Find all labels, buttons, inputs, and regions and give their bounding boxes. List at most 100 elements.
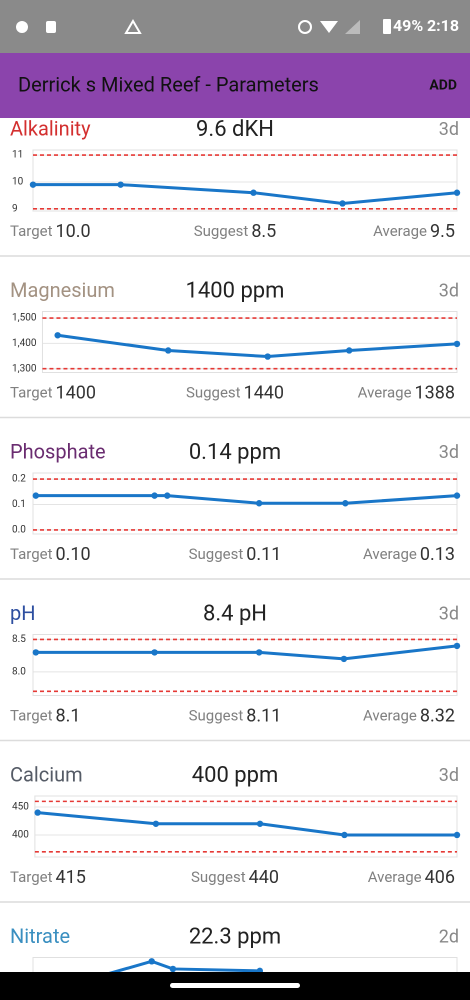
stat-value: 9.5 <box>430 221 455 242</box>
parameter-card[interactable]: Magnesium 1400 ppm 3d 1,300 1,400 1,500 Target… <box>0 278 470 419</box>
stat: Suggest 8.11 <box>189 705 282 726</box>
stat-label: Suggest <box>191 868 246 886</box>
data-point <box>339 200 346 207</box>
parameter-card[interactable]: pH 8.4 pH 3d 8.0 8.5 Target 8.1 Suggest 8.11 Aver… <box>0 601 470 742</box>
stat-label: Suggest <box>186 383 241 401</box>
data-point <box>256 820 264 827</box>
period: 3d <box>439 442 459 463</box>
stat: Target 1400 <box>10 382 96 403</box>
clock: 2:18 <box>427 16 459 35</box>
stat-label: Target <box>10 706 53 724</box>
signal-icon <box>345 20 360 34</box>
data-point <box>151 492 158 499</box>
stat: Target 8.1 <box>10 705 81 726</box>
y-tick-label: 8.0 <box>12 667 26 678</box>
trend-line <box>33 183 458 205</box>
plot-frame <box>32 634 458 696</box>
data-point <box>148 958 155 965</box>
period: 3d <box>439 603 459 624</box>
parameter-name: Phosphate <box>10 439 106 463</box>
stat-value: 0.10 <box>56 544 91 565</box>
stat: Target 0.10 <box>10 544 91 565</box>
trend-line <box>35 644 458 661</box>
parameter-card[interactable]: Nitrate 22.3 ppm 2d <box>10 924 459 1000</box>
parameter-name: Alkalinity <box>10 116 91 140</box>
parameter-card[interactable]: Alkalinity 9.6 dKH 3d 9 10 11 Target 10.0 Sugges… <box>0 116 470 257</box>
y-tick-label: 9 <box>12 203 18 214</box>
period: 3d <box>439 765 459 786</box>
stat-value: 1388 <box>415 382 455 403</box>
data-point <box>250 189 257 196</box>
data-point <box>34 809 41 816</box>
parameter-reading: 9.6 dKH <box>196 117 274 142</box>
stat-value: 1400 <box>56 382 96 403</box>
parameter-card[interactable]: Calcium 400 ppm 3d 400 450 Target 415 Suggest 44… <box>0 762 470 903</box>
stat-label: Average <box>363 706 417 724</box>
data-point <box>169 965 177 973</box>
data-point <box>255 500 263 507</box>
stat: Suggest 1440 <box>186 382 284 403</box>
parameter-name: pH <box>10 601 36 625</box>
y-tick-label: 11 <box>12 150 23 161</box>
data-point <box>453 831 461 839</box>
y-tick-label: 8.5 <box>12 634 26 645</box>
stat-label: Target <box>10 383 53 401</box>
stat: Average 406 <box>368 867 455 888</box>
stat-value: 0.11 <box>246 544 281 565</box>
data-point <box>255 649 263 656</box>
plot-frame <box>32 472 458 535</box>
app-bar <box>0 53 470 118</box>
data-point <box>164 347 172 354</box>
parameter-reading: 400 ppm <box>192 763 279 788</box>
y-tick-label: 1,500 <box>12 313 37 324</box>
data-point <box>341 831 348 839</box>
trend-line <box>37 811 457 837</box>
notification-icon <box>16 21 28 33</box>
data-point <box>453 340 461 348</box>
stat-label: Target <box>10 868 53 886</box>
data-point <box>151 649 158 656</box>
stat-value: 8.11 <box>246 705 281 726</box>
stat-value: 406 <box>425 867 455 888</box>
parameter-reading: 1400 ppm <box>186 278 285 303</box>
stat: Average 0.13 <box>363 544 455 565</box>
stat-label: Target <box>10 222 53 240</box>
stat: Target 415 <box>10 867 86 888</box>
status-icons <box>16 19 391 34</box>
trend-line <box>35 494 458 505</box>
data-point <box>164 492 171 499</box>
stat-value: 8.5 <box>251 221 276 242</box>
stat-label: Suggest <box>189 545 244 563</box>
status-bar <box>0 0 470 53</box>
stat: Target 10.0 <box>10 221 91 242</box>
notification-icon <box>124 19 142 34</box>
data-point <box>29 181 37 188</box>
wifi-icon <box>320 21 338 33</box>
stat-label: Suggest <box>189 706 244 724</box>
stat-value: 8.1 <box>56 705 81 726</box>
stat-value: 440 <box>249 867 279 888</box>
parameter-name: Calcium <box>10 762 83 786</box>
notification-icon <box>46 21 56 33</box>
y-tick-label: 0.2 <box>12 474 26 485</box>
stat-label: Average <box>373 222 427 240</box>
y-tick-label: 10 <box>12 177 24 188</box>
home-handle[interactable] <box>170 983 300 988</box>
y-tick-label: 0.0 <box>12 525 26 536</box>
parameter-reading: 0.14 ppm <box>189 440 281 465</box>
trend-line <box>57 333 458 359</box>
stat-value: 0.13 <box>420 544 455 565</box>
stat-value: 8.32 <box>420 705 455 726</box>
period: 3d <box>439 119 459 140</box>
parameter-name: Nitrate <box>10 924 70 948</box>
parameter-name: Magnesium <box>10 278 115 302</box>
period: 2d <box>439 926 459 947</box>
alarm-icon <box>298 20 312 34</box>
stat-label: Average <box>358 383 412 401</box>
parameter-card[interactable]: Phosphate 0.14 ppm 3d 0.0 0.1 0.2 Target 0.10 Su… <box>0 439 470 580</box>
y-tick-label: 1,400 <box>12 338 37 349</box>
stat-value: 415 <box>56 867 86 888</box>
add-button[interactable]: ADD <box>429 78 457 94</box>
battery-icon <box>383 19 391 34</box>
